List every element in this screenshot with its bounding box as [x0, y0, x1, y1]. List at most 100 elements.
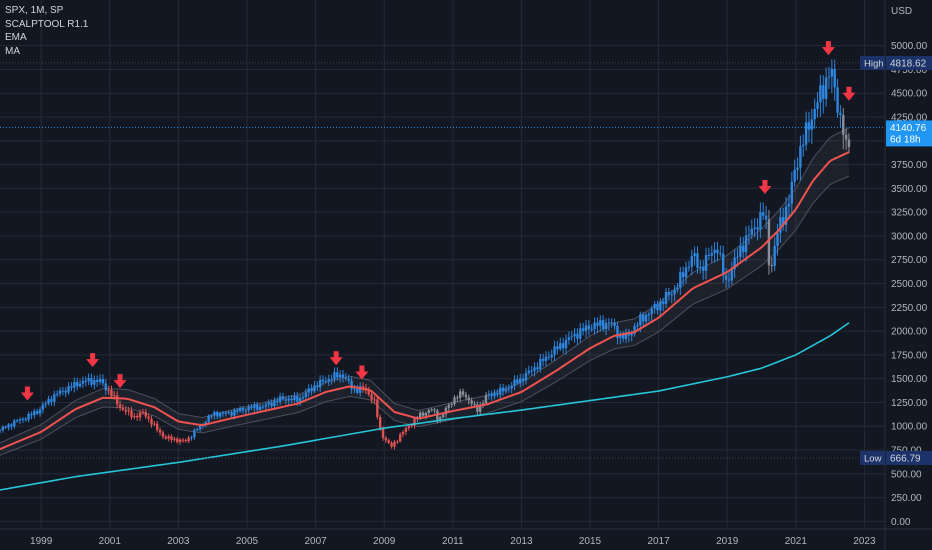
candle-body: [4, 426, 7, 428]
ema-band: [0, 127, 850, 456]
low-badge-value: 666.79: [890, 453, 921, 464]
candle-body: [724, 275, 728, 280]
candle-body: [767, 219, 771, 266]
candle-body: [842, 115, 845, 135]
candle-body: [127, 410, 130, 412]
candle-body: [121, 407, 125, 410]
price-tick-label: 4750.00: [891, 65, 928, 76]
candle-body: [830, 68, 834, 77]
candle-body: [479, 404, 482, 412]
candle-body: [690, 256, 693, 267]
time-tick-label: 2019: [716, 536, 739, 547]
candle-body: [796, 167, 799, 170]
candle-body: [776, 232, 779, 246]
candle-body: [193, 429, 196, 438]
candle-body: [276, 400, 279, 402]
candle-body: [7, 424, 10, 428]
candle-body: [670, 294, 673, 296]
candle-body: [762, 212, 765, 216]
candle-body: [136, 415, 139, 418]
candle-body: [227, 412, 230, 414]
candle-body: [84, 380, 87, 382]
candle-body: [401, 431, 405, 435]
indicator-scalptool[interactable]: SCALPTOOL R1.1: [5, 18, 89, 30]
candle-body: [41, 404, 45, 410]
candle-body: [770, 265, 774, 267]
candle-body: [181, 439, 185, 441]
indicator-ema[interactable]: EMA: [5, 32, 27, 43]
candle-body: [559, 343, 562, 350]
candle-body: [50, 398, 53, 402]
candle-body: [87, 378, 90, 382]
time-axis[interactable]: 1999 2001 2003 2005 2007 2009 2011 2013 2015 2017…: [30, 536, 876, 547]
candle-body: [510, 385, 513, 389]
candle-body: [178, 439, 182, 442]
candle-body: [667, 292, 671, 295]
candle-body: [55, 393, 59, 395]
candle-body: [336, 372, 339, 378]
price-tick-label: 0.00: [891, 517, 911, 528]
candle-body: [659, 301, 662, 311]
candle-body: [476, 404, 479, 412]
candle-body: [207, 415, 210, 422]
time-tick-label: 2001: [99, 536, 122, 547]
candle-body: [390, 442, 393, 447]
candle-body: [756, 227, 759, 230]
candle-body: [381, 428, 385, 438]
candle-body: [404, 428, 408, 432]
candle-body: [784, 206, 788, 225]
candle-body: [447, 404, 450, 408]
candle-body: [153, 423, 156, 425]
candle-body: [527, 370, 531, 374]
candle-body: [150, 418, 153, 425]
candle-body: [170, 436, 173, 440]
ma-line: [0, 322, 850, 491]
candle-body: [519, 378, 522, 384]
last-price-badge: [886, 120, 932, 147]
candle-body: [430, 409, 433, 411]
candle-body: [541, 358, 545, 361]
candle-body: [158, 429, 162, 433]
candle-body: [304, 392, 308, 398]
low-badge: Low 666.79: [860, 450, 932, 465]
candle-body: [459, 391, 462, 398]
candle-body: [247, 406, 250, 411]
candle-body: [461, 391, 465, 395]
low-badge-label: Low: [864, 453, 882, 464]
candle-body: [298, 398, 302, 402]
time-tick-label: 2003: [167, 536, 190, 547]
candle-body: [439, 417, 442, 420]
candle-body: [533, 367, 536, 372]
candle-body: [44, 403, 47, 405]
currency-label: USD: [891, 6, 912, 17]
candle-body: [719, 253, 722, 255]
candle-body: [653, 303, 656, 309]
candle-body: [224, 412, 228, 414]
candle-body: [790, 181, 794, 204]
indicator-ma[interactable]: MA: [5, 45, 20, 57]
candle-body: [236, 409, 239, 412]
candle-body: [147, 416, 150, 419]
candle-body: [198, 425, 202, 430]
ema-band-lower: [0, 175, 850, 456]
candle-body: [101, 378, 105, 384]
time-tick-label: 2013: [510, 536, 533, 547]
candle-body: [370, 394, 373, 400]
candle-body: [567, 337, 571, 341]
signal-arrow-icon: [329, 351, 343, 366]
symbol-title[interactable]: SPX, 1M, SP: [5, 5, 64, 16]
signal-arrow-icon: [758, 179, 772, 194]
candle-body: [176, 438, 179, 442]
candle-body: [0, 430, 2, 432]
candle-body: [396, 441, 399, 443]
low-badge-value-bg: [886, 450, 932, 465]
candle-body: [410, 425, 413, 427]
candle-body: [384, 437, 388, 441]
candle-body: [684, 267, 688, 278]
candle-body: [787, 203, 791, 207]
candle-body: [590, 329, 593, 331]
price-tick-label: 2000.00: [891, 327, 928, 338]
candle-body: [513, 379, 516, 386]
candle-body: [747, 234, 751, 236]
